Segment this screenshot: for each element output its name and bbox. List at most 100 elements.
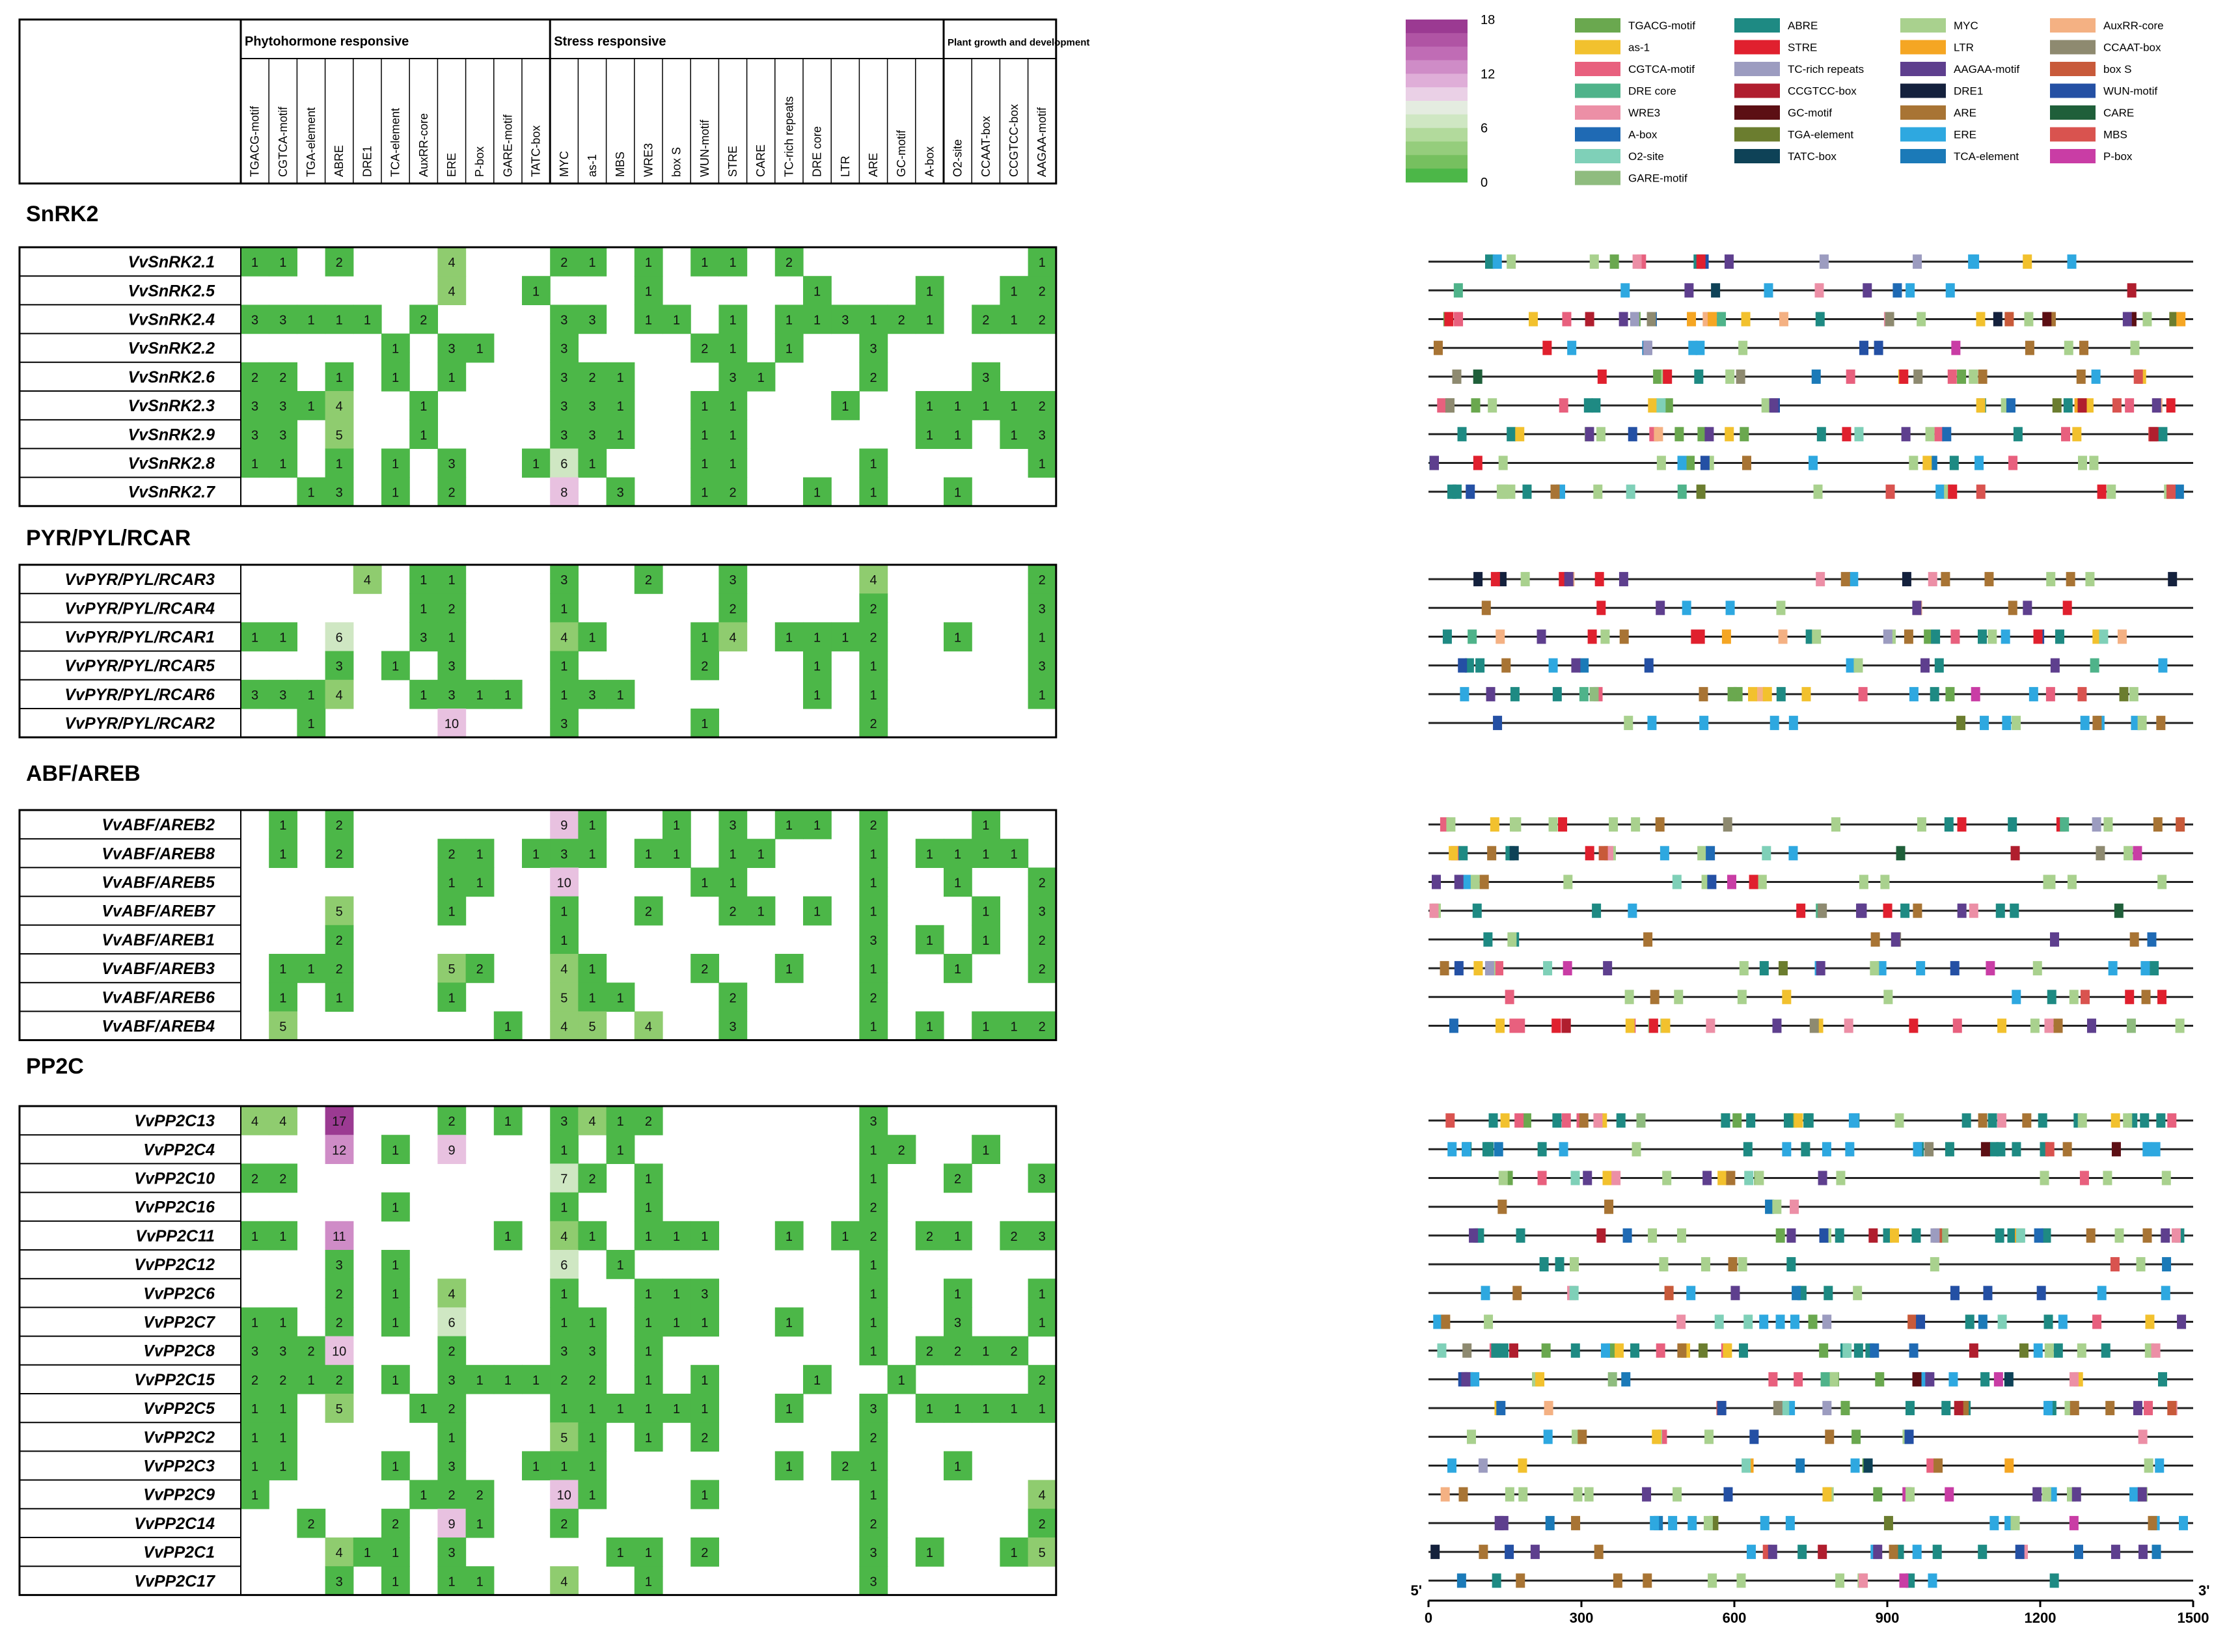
heatmap-cell bbox=[915, 1537, 944, 1567]
cell-value: 2 bbox=[560, 256, 567, 270]
legend-swatch bbox=[1575, 170, 1620, 185]
cell-value: 3 bbox=[251, 688, 258, 703]
motif-mark bbox=[1475, 658, 1485, 673]
motif-mark bbox=[1769, 716, 1779, 731]
cell-value: 3 bbox=[420, 631, 427, 645]
heatmap-cell bbox=[269, 1106, 297, 1135]
motif-mark bbox=[1509, 846, 1519, 861]
heatmap-cell bbox=[859, 477, 888, 507]
motif-mark bbox=[1944, 817, 1954, 832]
cell-value: 1 bbox=[701, 631, 708, 645]
motif-mark bbox=[1997, 1018, 2007, 1033]
cell-value: 1 bbox=[645, 1546, 652, 1560]
cell-value: 2 bbox=[869, 371, 877, 385]
cell-value: 1 bbox=[813, 486, 821, 500]
cell-value: 1 bbox=[279, 631, 286, 645]
motif-mark bbox=[1885, 484, 1895, 499]
cell-value: 5 bbox=[560, 991, 567, 1005]
cell-value: 1 bbox=[448, 371, 455, 385]
heatmap-cell bbox=[944, 622, 972, 652]
gene-label: VvPP2C13 bbox=[134, 1112, 215, 1130]
motif-mark bbox=[1486, 686, 1496, 701]
cell-value: 1 bbox=[813, 660, 821, 674]
cell-value: 5 bbox=[1039, 1546, 1046, 1560]
motif-mark bbox=[1571, 658, 1581, 673]
cell-value: 2 bbox=[588, 1172, 595, 1187]
heatmap-cell bbox=[269, 1394, 297, 1423]
cell-value: 2 bbox=[448, 1345, 455, 1359]
heatmap-cell bbox=[634, 1307, 663, 1337]
heatmap-cell bbox=[465, 333, 495, 363]
cell-value: 10 bbox=[557, 1489, 571, 1503]
motif-mark bbox=[1579, 686, 1589, 701]
motif-mark bbox=[1889, 1545, 1898, 1560]
heatmap-cell bbox=[353, 1537, 382, 1567]
motif-mark bbox=[1682, 601, 1691, 616]
motif-mark bbox=[1619, 629, 1629, 644]
colorbar-segment bbox=[1406, 128, 1468, 142]
heatmap-cell bbox=[746, 896, 776, 926]
gene-label: VvPP2C11 bbox=[135, 1227, 215, 1245]
motif-mark bbox=[1632, 254, 1642, 269]
gene-label: VvPP2C9 bbox=[143, 1486, 215, 1504]
motif-mark bbox=[1978, 369, 1988, 384]
motif-mark bbox=[2079, 1171, 2089, 1185]
cell-value: 2 bbox=[1010, 1230, 1017, 1244]
heatmap-cell bbox=[859, 867, 888, 897]
cell-value: 4 bbox=[588, 1115, 595, 1129]
motif-mark bbox=[2043, 1314, 2053, 1329]
motif-mark bbox=[1456, 1573, 1466, 1588]
column-label: TATC-box bbox=[530, 126, 543, 177]
motif-mark bbox=[1462, 1343, 1472, 1358]
motif-mark bbox=[1916, 1314, 1926, 1329]
cell-value: 3 bbox=[701, 1287, 708, 1301]
motif-mark bbox=[1622, 1228, 1632, 1243]
motif-mark bbox=[1909, 686, 1919, 701]
motif-mark bbox=[1661, 1018, 1671, 1033]
cell-value: 1 bbox=[1039, 1316, 1046, 1331]
motif-mark bbox=[1507, 254, 1516, 269]
heatmap-cell bbox=[859, 1451, 888, 1481]
motif-mark bbox=[1676, 1314, 1686, 1329]
motif-mark bbox=[1980, 1142, 1990, 1157]
heatmap-cell bbox=[550, 810, 579, 839]
heatmap-cell bbox=[493, 1106, 523, 1135]
cell-value: 1 bbox=[392, 1546, 399, 1560]
motif-mark bbox=[1573, 1487, 1583, 1502]
heatmap-cell bbox=[1000, 839, 1029, 868]
cell-value: 3 bbox=[560, 342, 567, 357]
cell-value: 3 bbox=[560, 371, 567, 385]
cell-value: 2 bbox=[588, 1374, 595, 1388]
motif-mark bbox=[1776, 601, 1786, 616]
axis-start-label: 5' bbox=[1411, 1582, 1422, 1599]
motif-mark bbox=[2142, 312, 2152, 327]
heatmap-cell bbox=[241, 247, 269, 277]
cell-value: 3 bbox=[982, 371, 989, 385]
legend-label: LTR bbox=[1954, 42, 1974, 54]
heatmap-cell bbox=[241, 420, 269, 449]
heatmap-cell bbox=[887, 305, 916, 334]
heatmap-cell bbox=[606, 679, 635, 709]
cell-value: 1 bbox=[869, 1172, 877, 1187]
motif-mark bbox=[2125, 398, 2135, 413]
heatmap-cell bbox=[634, 1566, 663, 1595]
motif-mark bbox=[1687, 1515, 1697, 1530]
motif-mark bbox=[2176, 312, 2186, 327]
motif-mark bbox=[1868, 1228, 1878, 1243]
group-title: PYR/PYL/RCAR bbox=[26, 526, 191, 550]
motif-mark bbox=[1740, 427, 1749, 442]
heatmap-cell bbox=[606, 1537, 635, 1567]
heatmap-cell bbox=[269, 1307, 297, 1337]
motif-mark bbox=[1945, 283, 1955, 298]
motif-mark bbox=[2073, 1545, 2083, 1560]
motif-mark bbox=[2150, 961, 2159, 976]
heatmap-cell bbox=[634, 1279, 663, 1308]
cell-value: 1 bbox=[251, 1489, 258, 1503]
heatmap-cell bbox=[774, 247, 804, 277]
cell-value: 1 bbox=[420, 573, 427, 588]
motif-mark bbox=[2103, 1171, 2112, 1185]
motif-mark bbox=[1748, 686, 1758, 701]
legend-label: P-box bbox=[2103, 150, 2133, 163]
motif-mark bbox=[1484, 1314, 1494, 1329]
cell-value: 1 bbox=[420, 1489, 427, 1503]
